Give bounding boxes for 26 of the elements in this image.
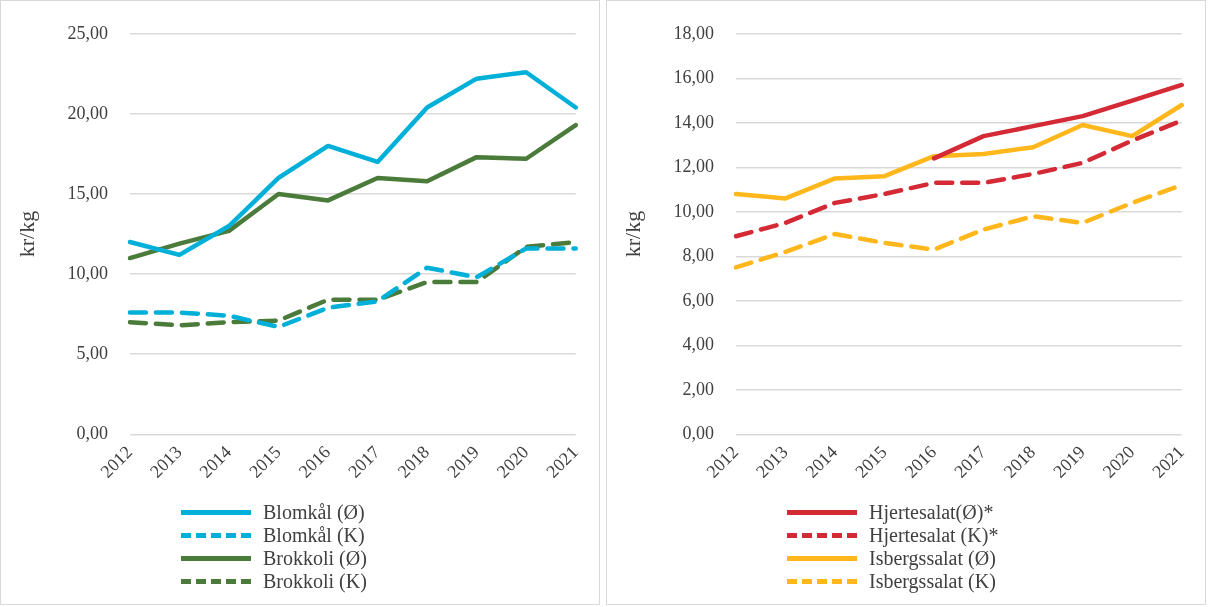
- legend-label: Brokkoli (Ø): [263, 547, 367, 570]
- y-tick-label: 2,00: [682, 378, 714, 399]
- y-tick-label: 18,00: [673, 22, 714, 43]
- y-tick-label: 25,00: [67, 22, 108, 43]
- y-tick-label: 20,00: [67, 102, 108, 123]
- y-tick-label: 0,00: [76, 423, 108, 444]
- y-tick-label: 5,00: [76, 342, 108, 363]
- legend-label: Hjertesalat (K)*: [869, 524, 999, 547]
- y-axis-title: kr/kg: [619, 210, 645, 258]
- legend-label: Blomkål (Ø): [263, 501, 365, 524]
- y-tick-label: 0,00: [682, 423, 714, 444]
- legend-label: Brokkoli (K): [263, 570, 367, 593]
- y-tick-label: 10,00: [673, 200, 714, 221]
- y-tick-label: 12,00: [673, 156, 714, 177]
- legend-label: Isbergssalat (K): [869, 570, 996, 593]
- y-tick-label: 16,00: [673, 67, 714, 88]
- y-tick-label: 6,00: [682, 289, 714, 310]
- y-tick-label: 4,00: [682, 334, 714, 355]
- y-tick-label: 15,00: [67, 182, 108, 203]
- legend-label: Hjertesalat(Ø)*: [869, 501, 994, 524]
- legend-label: Blomkål (K): [263, 524, 365, 547]
- legend-label: Isbergssalat (Ø): [869, 547, 996, 570]
- y-tick-label: 8,00: [682, 245, 714, 266]
- y-tick-label: 14,00: [673, 111, 714, 132]
- y-tick-label: 10,00: [67, 262, 108, 283]
- y-axis-title: kr/kg: [13, 210, 39, 258]
